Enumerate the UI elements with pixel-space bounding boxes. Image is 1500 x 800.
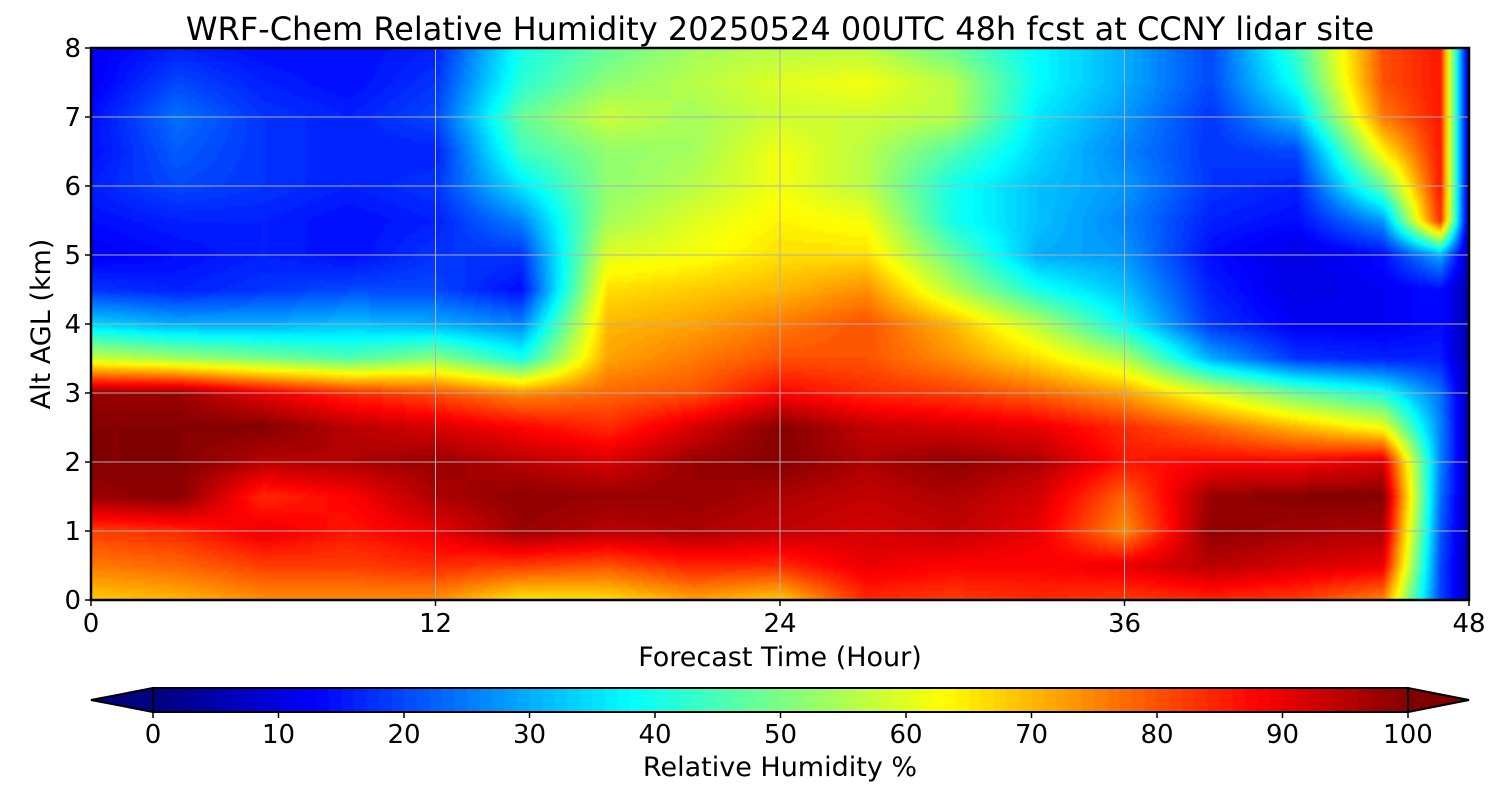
x-axis-label: Forecast Time (Hour) bbox=[638, 642, 922, 673]
colorbar-tick-label: 60 bbox=[889, 720, 922, 750]
y-tick-label: 0 bbox=[64, 586, 81, 616]
colorbar-tick-label: 0 bbox=[145, 720, 162, 750]
colorbar-tick-label: 50 bbox=[764, 720, 797, 750]
colorbar-gradient bbox=[153, 688, 1408, 712]
y-tick-label: 1 bbox=[64, 517, 81, 547]
y-tick-label: 6 bbox=[64, 172, 81, 202]
y-tick-label: 2 bbox=[64, 448, 81, 478]
x-tick-label: 36 bbox=[1108, 609, 1141, 639]
y-tick-label: 4 bbox=[64, 310, 81, 340]
chart-title: WRF-Chem Relative Humidity 20250524 00UT… bbox=[186, 10, 1374, 48]
colorbar-tick-label: 30 bbox=[513, 720, 546, 750]
colorbar-ticks: 0 10 20 30 40 50 60 70 80 90 100 bbox=[145, 712, 1433, 750]
colorbar-extend-low bbox=[90, 686, 154, 714]
y-tick-label: 8 bbox=[64, 34, 81, 64]
y-axis-ticks: 0 1 2 3 4 5 6 7 8 bbox=[64, 34, 91, 616]
x-tick-label: 48 bbox=[1452, 609, 1485, 639]
colorbar-tick-label: 90 bbox=[1266, 720, 1299, 750]
colorbar: 0 10 20 30 40 50 60 70 80 90 100 bbox=[90, 686, 1470, 750]
x-tick-label: 24 bbox=[763, 609, 796, 639]
grid-lines bbox=[91, 48, 1469, 600]
colorbar-tick-label: 100 bbox=[1383, 720, 1433, 750]
x-tick-label: 0 bbox=[83, 609, 100, 639]
colorbar-tick-label: 70 bbox=[1015, 720, 1048, 750]
colorbar-label: Relative Humidity % bbox=[643, 752, 917, 783]
x-tick-label: 12 bbox=[419, 609, 452, 639]
colorbar-extend-high bbox=[1407, 686, 1470, 714]
x-axis-ticks: 0 12 24 36 48 bbox=[83, 600, 1486, 639]
y-tick-label: 5 bbox=[64, 241, 81, 271]
y-tick-label: 3 bbox=[64, 379, 81, 409]
colorbar-tick-label: 20 bbox=[387, 720, 420, 750]
plot-area bbox=[89, 46, 1471, 602]
colorbar-tick-label: 40 bbox=[638, 720, 671, 750]
y-tick-label: 7 bbox=[64, 103, 81, 133]
y-axis-label: Alt AGL (km) bbox=[26, 239, 57, 410]
colorbar-tick-label: 80 bbox=[1140, 720, 1173, 750]
colorbar-tick-label: 10 bbox=[262, 720, 295, 750]
